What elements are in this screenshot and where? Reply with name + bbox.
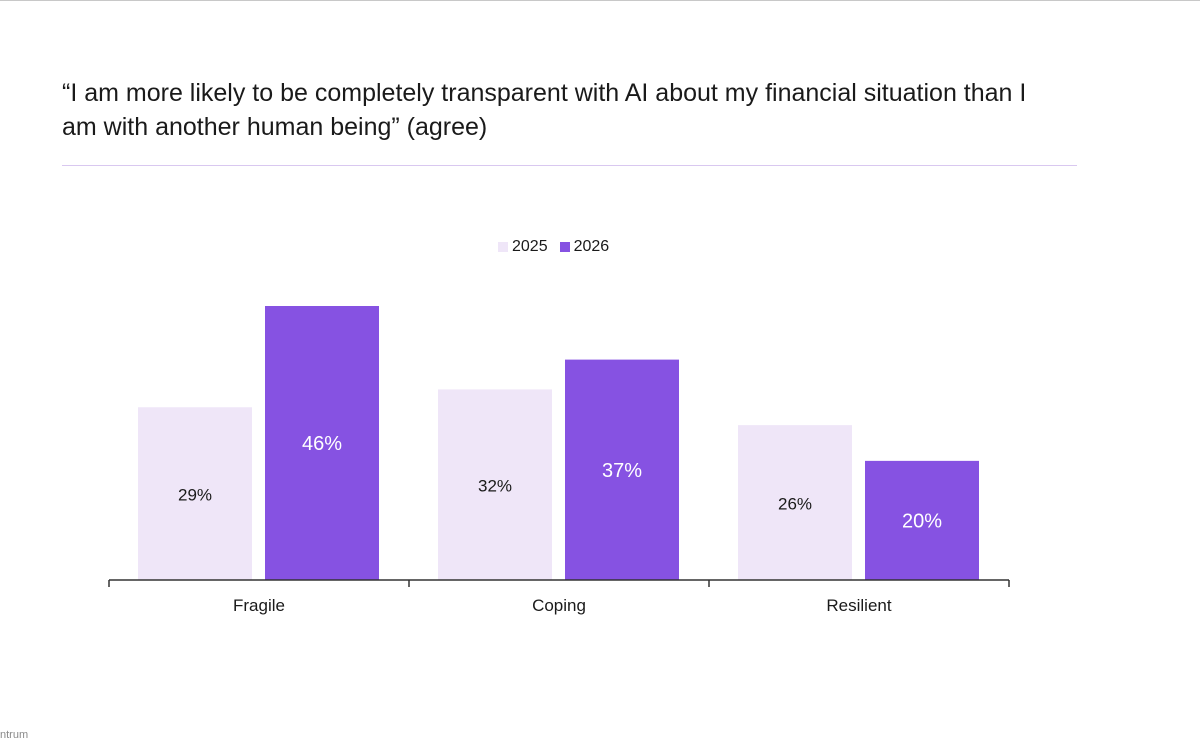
data-label-resilient-2026: 20%: [902, 510, 942, 532]
bar-resilient-2026: [865, 460, 979, 580]
title-divider: [62, 165, 1077, 166]
bar-coping-2025: [438, 389, 552, 580]
legend-swatch-2025: [498, 242, 508, 252]
data-label-fragile-2025: 29%: [178, 486, 212, 505]
category-label-fragile: Fragile: [233, 596, 285, 615]
bar-coping-2026: [565, 359, 679, 580]
chart-legend: 2025 2026: [498, 238, 621, 256]
data-label-coping-2026: 37%: [602, 460, 642, 482]
bar-resilient-2025: [738, 425, 852, 580]
top-divider: [0, 0, 1200, 1]
legend-label-2025: 2025: [512, 238, 548, 255]
bar-fragile-2026: [265, 306, 379, 580]
data-label-coping-2025: 32%: [478, 477, 512, 496]
category-label-resilient: Resilient: [826, 596, 891, 615]
category-label-coping: Coping: [532, 596, 586, 615]
legend-item-2025: 2025: [498, 238, 548, 256]
data-label-resilient-2025: 26%: [778, 495, 812, 514]
data-label-fragile-2026: 46%: [302, 433, 342, 455]
chart-title: “I am more likely to be completely trans…: [62, 79, 1027, 141]
legend-label-2026: 2026: [573, 238, 610, 255]
bar-fragile-2025: [138, 407, 252, 580]
legend-swatch-2026: [559, 242, 570, 252]
footer-logo-text: ntrum: [0, 729, 29, 741]
legend-item-2026: 2026: [559, 238, 610, 256]
